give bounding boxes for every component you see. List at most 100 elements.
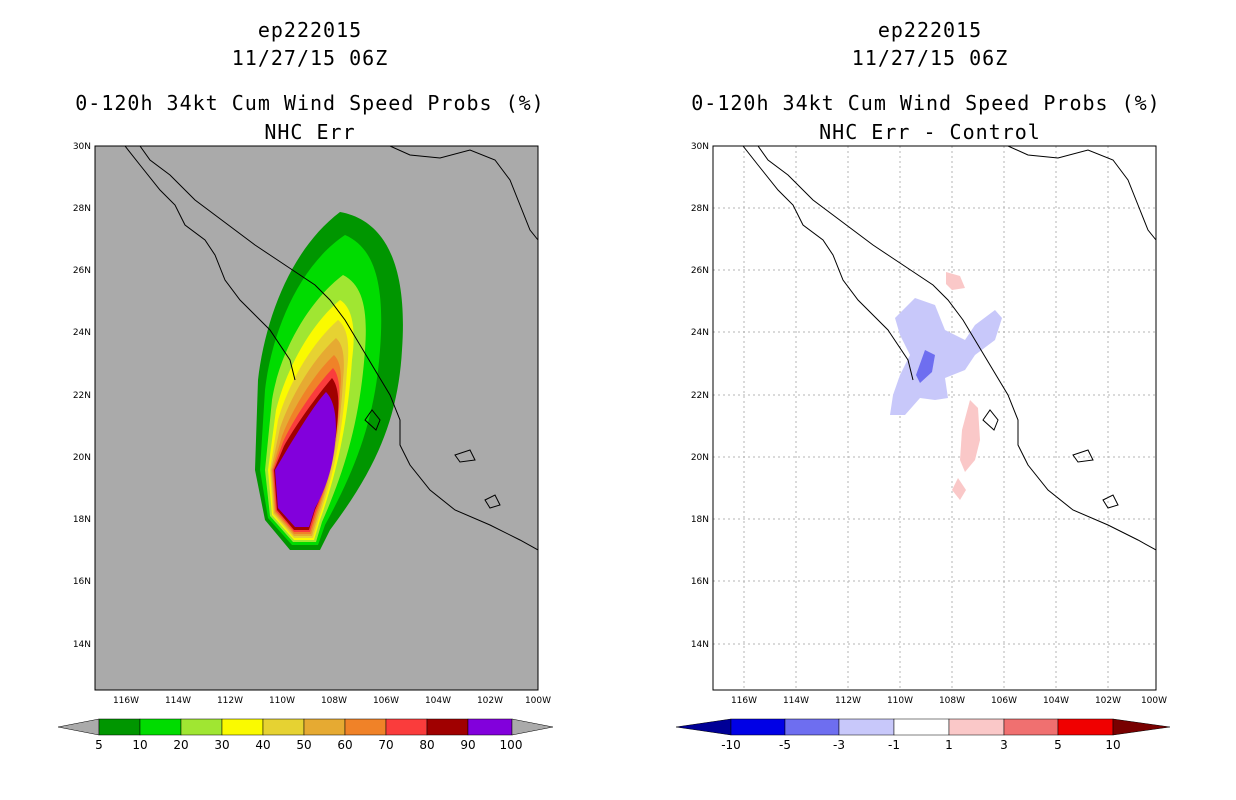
left-lat-labels: 30N 28N 26N 24N 22N 20N 18N 16N 14N [73, 142, 91, 650]
left-lon-labels: 116W 114W 112W 110W 108W 106W 104W 102W … [113, 696, 551, 706]
right-lat-label: 26N [691, 266, 709, 276]
left-lat-label: 16N [73, 577, 91, 587]
right-colorbar-label: 5 [1054, 738, 1062, 752]
right-lat-label: 20N [691, 453, 709, 463]
left-colorbar-label: 80 [419, 738, 434, 752]
left-lon-label: 106W [373, 696, 399, 706]
left-colorbar-label: 5 [95, 738, 103, 752]
right-subtitle: NHC Err - Control [819, 120, 1041, 144]
right-colorbar-swatch [1057, 718, 1114, 736]
left-colorbar-label: 20 [173, 738, 188, 752]
diff-pos-light-south [960, 400, 980, 472]
right-coastlines [742, 146, 1156, 551]
left-colorbar-swatch [262, 718, 305, 736]
left-colorbar-swatch [467, 718, 513, 736]
left-lon-label: 110W [269, 696, 295, 706]
right-colorbar-label: 10 [1105, 738, 1120, 752]
right-lon-label: 102W [1095, 696, 1121, 706]
right-map-panel: 30N 28N 26N 24N 22N 20N 18N 16N 14N 116W… [675, 142, 1171, 752]
right-colorbar-swatch [784, 718, 840, 736]
left-colorbar-label: 30 [214, 738, 229, 752]
right-lat-label: 30N [691, 142, 709, 152]
right-storm-id: ep222015 [877, 18, 983, 42]
left-map-border [94, 145, 539, 691]
right-lat-label: 24N [691, 328, 709, 338]
left-lon-label: 100W [525, 696, 551, 706]
right-colorbar [675, 718, 1171, 736]
right-colorbar-label: 1 [945, 738, 953, 752]
left-colorbar-label: 50 [296, 738, 311, 752]
right-colorbar-labels: -10 -5 -3 -1 1 3 5 10 [721, 738, 1120, 752]
left-lon-label: 114W [165, 696, 191, 706]
right-lon-label: 112W [835, 696, 861, 706]
left-colorbar-swatch [385, 718, 428, 736]
right-colorbar-label: -3 [833, 738, 845, 752]
right-map-border [712, 145, 1157, 691]
diff-pos-light-north [946, 272, 965, 290]
left-colorbar-under [57, 718, 100, 736]
right-lon-label: 100W [1141, 696, 1167, 706]
right-colorbar-label: -10 [721, 738, 741, 752]
left-coastlines [124, 146, 538, 551]
right-map-background [713, 146, 1156, 690]
right-colorbar-swatch [730, 718, 786, 736]
left-colorbar-label: 10 [132, 738, 147, 752]
left-lon-label: 104W [425, 696, 451, 706]
right-colorbar-swatch [948, 718, 1005, 736]
left-map-frame [94, 145, 539, 691]
right-colorbar-label: -1 [888, 738, 900, 752]
left-colorbar-label: 40 [255, 738, 270, 752]
left-colorbar-label: 90 [460, 738, 475, 752]
left-storm-id: ep222015 [257, 18, 363, 42]
left-lat-label: 18N [73, 515, 91, 525]
right-lat-label: 16N [691, 577, 709, 587]
left-colorbar [57, 718, 554, 736]
right-lon-label: 104W [1043, 696, 1069, 706]
left-lat-label: 28N [73, 204, 91, 214]
left-lon-label: 108W [321, 696, 347, 706]
right-colorbar-swatch [838, 718, 895, 736]
right-lat-label: 18N [691, 515, 709, 525]
left-colorbar-swatch [303, 718, 346, 736]
left-lat-label: 24N [73, 328, 91, 338]
left-colorbar-label: 70 [378, 738, 393, 752]
left-colorbar-swatch [180, 718, 223, 736]
left-lon-label: 102W [477, 696, 503, 706]
right-lat-labels: 30N 28N 26N 24N 22N 20N 18N 16N 14N [691, 142, 709, 650]
left-colorbar-swatch [426, 718, 469, 736]
left-lat-label: 22N [73, 391, 91, 401]
left-colorbar-swatch [139, 718, 182, 736]
left-colorbar-labels: 5 10 20 30 40 50 60 70 80 90 100 [95, 738, 522, 752]
right-lat-label: 28N [691, 204, 709, 214]
right-colorbar-label: -5 [779, 738, 791, 752]
left-lat-label: 26N [73, 266, 91, 276]
right-product-title: 0-120h 34kt Cum Wind Speed Probs (%) [691, 91, 1161, 115]
left-map-panel: 30N 28N 26N 24N 22N 20N 18N 16N 14N 116W… [57, 142, 554, 752]
right-colorbar-label: 3 [1000, 738, 1008, 752]
right-lon-label: 106W [991, 696, 1017, 706]
left-colorbar-label: 100 [500, 738, 523, 752]
left-colorbar-swatch [221, 718, 264, 736]
left-colorbar-swatch [98, 718, 141, 736]
left-lat-label: 14N [73, 640, 91, 650]
diff-neg-mid [916, 350, 935, 383]
right-lon-labels: 116W 114W 112W 110W 108W 106W 104W 102W … [731, 696, 1167, 706]
right-lon-label: 108W [939, 696, 965, 706]
left-colorbar-over [511, 718, 554, 736]
left-probability-contours [255, 212, 403, 550]
left-lon-label: 112W [217, 696, 243, 706]
right-lat-label: 14N [691, 640, 709, 650]
left-lat-label: 30N [73, 142, 91, 152]
right-colorbar-over [1112, 718, 1171, 736]
left-colorbar-label: 60 [337, 738, 352, 752]
right-time: 11/27/15 06Z [851, 46, 1009, 70]
right-colorbar-swatch [893, 718, 950, 736]
right-lon-label: 114W [783, 696, 809, 706]
diff-neg-light [890, 298, 1002, 415]
right-colorbar-under [675, 718, 732, 736]
diff-pos-light-tail [952, 478, 966, 500]
right-difference-contours [890, 272, 1002, 500]
left-subtitle: NHC Err [264, 120, 356, 144]
left-product-title: 0-120h 34kt Cum Wind Speed Probs (%) [75, 91, 545, 115]
left-lat-label: 20N [73, 453, 91, 463]
